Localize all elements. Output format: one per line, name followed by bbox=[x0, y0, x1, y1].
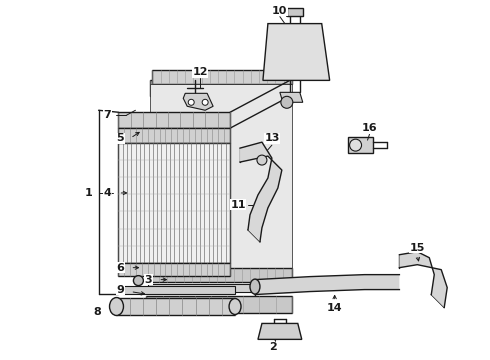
Text: 3: 3 bbox=[145, 275, 152, 285]
Ellipse shape bbox=[110, 298, 123, 315]
Polygon shape bbox=[347, 137, 372, 153]
Polygon shape bbox=[258, 323, 302, 339]
Text: 10: 10 bbox=[272, 6, 288, 15]
Circle shape bbox=[202, 99, 208, 105]
Polygon shape bbox=[117, 298, 235, 315]
Text: 5: 5 bbox=[117, 133, 124, 143]
Polygon shape bbox=[119, 143, 230, 263]
Text: 6: 6 bbox=[117, 263, 124, 273]
Ellipse shape bbox=[250, 279, 260, 294]
Polygon shape bbox=[183, 93, 213, 110]
Text: 7: 7 bbox=[104, 110, 111, 120]
Circle shape bbox=[188, 99, 194, 105]
Text: 2: 2 bbox=[269, 342, 277, 352]
Circle shape bbox=[281, 96, 293, 108]
Text: 15: 15 bbox=[410, 243, 425, 253]
Bar bbox=[287, 8, 303, 15]
Text: 8: 8 bbox=[94, 307, 101, 318]
Circle shape bbox=[257, 155, 267, 165]
Text: 1: 1 bbox=[85, 188, 93, 198]
Polygon shape bbox=[119, 263, 230, 276]
Text: 11: 11 bbox=[230, 200, 246, 210]
Polygon shape bbox=[123, 285, 235, 293]
Polygon shape bbox=[119, 128, 230, 143]
Text: 12: 12 bbox=[193, 67, 208, 77]
Polygon shape bbox=[150, 268, 292, 282]
Polygon shape bbox=[152, 71, 292, 84]
Polygon shape bbox=[119, 112, 230, 128]
Text: 4: 4 bbox=[103, 188, 111, 198]
PathPatch shape bbox=[240, 142, 282, 242]
Polygon shape bbox=[148, 284, 290, 292]
Polygon shape bbox=[147, 296, 292, 314]
Text: 9: 9 bbox=[117, 284, 124, 294]
Text: 16: 16 bbox=[362, 123, 377, 133]
Text: 14: 14 bbox=[327, 302, 343, 312]
Circle shape bbox=[133, 276, 144, 285]
Polygon shape bbox=[150, 80, 290, 96]
Polygon shape bbox=[263, 24, 330, 80]
Ellipse shape bbox=[229, 298, 241, 315]
Text: 13: 13 bbox=[264, 133, 280, 143]
PathPatch shape bbox=[255, 275, 399, 294]
PathPatch shape bbox=[399, 252, 447, 307]
Polygon shape bbox=[150, 84, 292, 268]
Polygon shape bbox=[280, 92, 303, 102]
Circle shape bbox=[349, 139, 362, 151]
